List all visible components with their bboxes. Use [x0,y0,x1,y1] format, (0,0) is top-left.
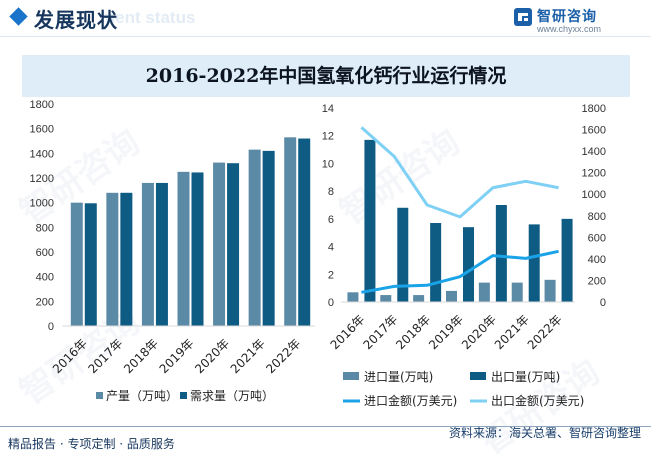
top-header-bar: ment status 发展现状 智研咨询 www.chyxx.com [0,0,651,36]
export-volume-bar [495,205,507,302]
legend-label-export-volume: 出口量(万吨) [491,370,560,384]
left-x-tick-label: 2022年 [263,336,303,376]
left-y-tick-label: 1000 [30,198,54,210]
export-volume-bar [528,224,540,302]
chart-title-bar: 2016-2022年中国氢氧化钙行业运行情况 [22,55,630,97]
left-y-tick-label: 1400 [30,148,54,160]
import-volume-bar [380,295,392,302]
left-x-tick-label: 2021年 [228,336,268,376]
import-value-line [361,249,559,294]
header-divider [0,36,651,37]
legend-label-import-volume: 进口量(万吨) [364,370,433,384]
left-x-tick-label: 2019年 [157,336,197,376]
demand-bar [227,163,240,326]
legend-label-import-value: 进口金额(万美元) [364,393,457,408]
legend-swatch-production [96,392,103,399]
legend-label-demand: 需求量（万吨） [190,389,274,403]
left-x-tick-label: 2016年 [50,336,90,376]
right-x-tick-label: 2022年 [525,312,565,352]
export-value-line [360,126,559,219]
legend-label-production: 产量（万吨） [106,389,178,403]
demand-bar [84,203,97,326]
chart-title: 2016-2022年中国氢氧化钙行业运行情况 [145,65,507,87]
production-bar [284,137,297,326]
right-chart-right-y-tick-label: 800 [588,211,606,223]
right-chart-left-y-tick-label: 2 [328,269,334,281]
right-chart-right-y-tick-label: 1000 [582,189,606,201]
right-chart-left-y-tick-label: 14 [322,103,334,115]
right-chart-right-y-tick-label: 1800 [582,103,606,115]
import-volume-bar [544,279,556,302]
right-x-tick-label: 2019年 [426,312,466,352]
right-chart-right-y-tick-label: 200 [588,275,606,287]
charts-canvas: 0200400600800100012001400160018002016年20… [30,99,606,408]
right-chart-left-y-tick-label: 0 [328,297,334,309]
left-x-tick-label: 2020年 [192,336,232,376]
production-bar [106,192,119,326]
import-volume-bar [413,295,425,302]
right-x-tick-label: 2020年 [459,312,499,352]
right-x-tick-label: 2021年 [492,312,532,352]
import-volume-bar [478,282,490,302]
left-x-tick-label: 2017年 [85,336,125,376]
right-chart-right-y-tick-label: 0 [600,297,606,309]
demand-bar [155,182,168,326]
export-volume-bar [397,207,409,302]
right-chart-left-y-tick-label: 10 [322,158,334,170]
legend-swatch-export-volume [470,372,486,380]
demand-bar [298,138,311,326]
brand-block: 智研咨询 www.chyxx.com [513,5,633,35]
footer-tagline: 精品报告 · 专项定制 · 品质服务 [8,437,175,451]
legend-swatch-import-volume [343,372,359,380]
demand-bar [191,172,204,326]
production-bar [141,182,154,326]
export-volume-bar [463,227,474,302]
production-bar [177,171,190,326]
right-chart-right-y-tick-label: 1600 [582,125,606,137]
brand-name: 智研咨询 [537,9,597,25]
demand-bar [262,150,275,326]
right-chart-left-y-tick-label: 12 [322,131,334,143]
left-y-tick-label: 0 [48,321,54,333]
left-x-tick-label: 2018年 [121,336,161,376]
section-subtitle: ment status [100,8,196,27]
demand-bar [120,192,133,326]
right-chart-right-y-tick-label: 400 [588,254,606,266]
export-volume-bar [561,218,573,302]
import-volume-bar [446,290,457,302]
brand-logo-icon [514,8,532,26]
right-chart-right-y-tick-label: 1400 [582,146,606,158]
left-y-tick-label: 400 [36,272,54,284]
left-y-tick-label: 600 [36,247,54,259]
legend-label-export-value: 出口金额(万美元) [491,393,584,408]
right-x-tick-label: 2017年 [360,312,400,352]
left-y-tick-label: 800 [36,222,54,234]
right-chart-left-y-tick-label: 8 [328,186,334,198]
right-chart-right-y-tick-label: 1200 [582,168,606,180]
production-bar [70,202,83,326]
export-volume-bar [364,139,376,302]
right-chart-left-y-tick-label: 6 [328,214,334,226]
source-note: 资料来源：海关总署、智研咨询整理 [448,426,641,440]
legend-swatch-demand [180,392,187,399]
left-y-tick-label: 1800 [30,99,54,111]
left-y-tick-label: 200 [36,296,54,308]
footer-divider [0,426,651,427]
production-bar [248,149,261,326]
right-x-tick-label: 2016年 [328,312,368,352]
right-x-tick-label: 2018年 [393,312,433,352]
left-y-tick-label: 1600 [30,124,54,136]
production-bar [213,162,226,326]
right-chart-right-y-tick-label: 600 [588,232,606,244]
export-volume-bar [430,223,442,302]
section-title: 发展现状 [34,8,118,32]
brand-url: www.chyxx.com [537,24,602,34]
import-volume-bar [511,282,523,302]
import-volume-bar [347,292,359,302]
left-y-tick-label: 1200 [30,173,54,185]
right-chart-left-y-tick-label: 4 [328,242,334,254]
